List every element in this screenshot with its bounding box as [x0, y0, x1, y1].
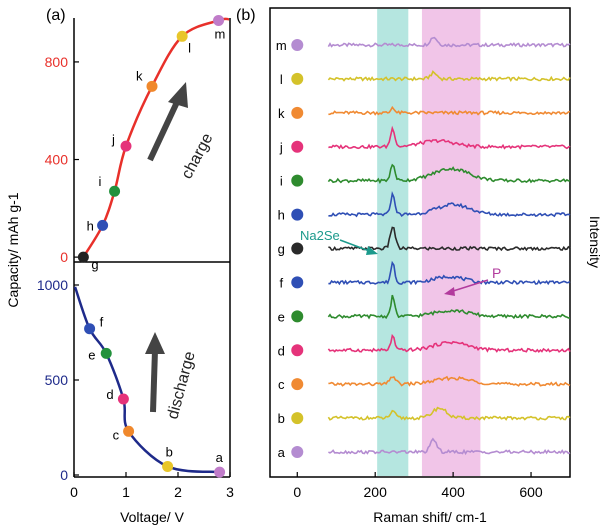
discharge-arrow: [145, 332, 165, 413]
panel-a: (a) Voltage/ V Capacity/ mAh g-1 0 1 2 3 0 4…: [5, 7, 234, 525]
panel-b-xlabel: Raman shift/ cm-1: [373, 509, 487, 525]
panel-b-xtick-label: 600: [519, 484, 543, 500]
spectrum-m: [327, 36, 571, 48]
p-band: [421, 9, 481, 476]
spectrum-c: [328, 375, 571, 387]
state-point-e: [100, 347, 112, 359]
panel-b-ylabel: Intensity: [587, 216, 600, 268]
panel-b: (b) Raman shift/ cm-1 Intensity 0 200 400 6…: [236, 7, 600, 525]
spectrum-label-m: m: [276, 38, 287, 53]
spectrum-j: [328, 125, 571, 150]
p-arrow: [444, 279, 489, 296]
p-annotation: P: [492, 265, 501, 281]
state-point-k: [146, 80, 158, 92]
state-label-l: l: [188, 40, 191, 55]
state-point-d: [117, 393, 129, 405]
na2se-band: [377, 9, 409, 476]
panel-a-ylabel: Capacity/ mAh g-1: [5, 192, 21, 307]
spectrum-e: [327, 294, 571, 320]
panel-b-xtick-label: 0: [293, 484, 301, 500]
spectrum-label-i: i: [280, 174, 283, 189]
spectrum-k: [328, 105, 571, 116]
spectrum-f: [328, 260, 571, 286]
panel-b-label: (b): [236, 7, 256, 24]
state-point-l: [176, 30, 188, 42]
charge-annotation: charge: [179, 131, 217, 182]
state-label-a: a: [216, 450, 224, 465]
state-point-i: [109, 185, 121, 197]
panel-b-xtick-label: 200: [364, 484, 388, 500]
panel-a-xtick-label: 1: [122, 484, 130, 500]
spectrum-marker-e: [291, 310, 304, 323]
state-label-i: i: [99, 174, 102, 189]
panel-b-xtick-label: 400: [441, 484, 465, 500]
panel-a-xtick-label: 0: [70, 484, 78, 500]
spectrum-label-l: l: [280, 72, 283, 87]
spectrum-label-k: k: [278, 106, 285, 121]
spectrum-b: [327, 406, 571, 421]
spectrum-marker-l: [291, 72, 304, 85]
state-point-h: [97, 219, 109, 231]
spectrum-label-f: f: [279, 275, 283, 290]
state-label-d: d: [106, 387, 113, 402]
state-point-f: [84, 323, 96, 335]
charge-arrow: [147, 82, 188, 162]
spectrum-i: [327, 163, 571, 185]
discharge-ytick-label: 500: [45, 372, 69, 388]
spectrum-marker-j: [291, 140, 304, 153]
spectrum-marker-g: [291, 242, 304, 255]
spectrum-h: [328, 190, 571, 218]
state-label-m: m: [215, 26, 226, 41]
state-label-f: f: [100, 315, 104, 330]
spectrum-marker-f: [291, 276, 304, 289]
spectrum-d: [327, 333, 571, 354]
state-label-g: g: [91, 257, 98, 272]
state-point-g: [77, 251, 89, 263]
spectrum-marker-d: [291, 344, 304, 357]
state-point-a: [214, 466, 226, 478]
discharge-annotation: discharge: [164, 350, 198, 422]
panel-a-xtick-label: 3: [226, 484, 234, 500]
na2se-annotation: Na2Se: [300, 228, 340, 243]
state-point-b: [162, 460, 174, 472]
spectrum-marker-c: [291, 378, 304, 391]
spectrum-label-g: g: [278, 242, 285, 257]
state-point-m: [213, 14, 225, 26]
state-label-h: h: [87, 218, 94, 233]
na2se-arrow: [339, 239, 378, 255]
panel-a-xtick-label: 2: [174, 484, 182, 500]
panel-a-xlabel: Voltage/ V: [120, 509, 184, 525]
state-label-e: e: [88, 347, 95, 362]
spectrum-a: [328, 437, 571, 456]
spectrum-label-c: c: [278, 377, 285, 392]
spectrum-label-e: e: [278, 309, 285, 324]
spectrum-marker-m: [291, 39, 304, 51]
spectrum-label-b: b: [278, 411, 285, 426]
discharge-ytick-label: 1000: [37, 277, 68, 293]
state-point-c: [123, 425, 135, 437]
spectrum-marker-b: [291, 412, 304, 425]
state-label-b: b: [166, 444, 173, 459]
state-label-j: j: [111, 132, 115, 147]
spectrum-marker-h: [291, 208, 304, 221]
spectrum-marker-i: [291, 174, 304, 187]
spectrum-l: [327, 70, 571, 82]
charge-ytick-label: 800: [45, 54, 69, 70]
state-label-c: c: [113, 427, 120, 442]
discharge-curve: [73, 286, 220, 474]
spectrum-label-j: j: [279, 140, 283, 155]
spectrum-label-a: a: [278, 445, 286, 460]
discharge-ytick-label: 0: [60, 467, 68, 483]
state-point-j: [120, 140, 132, 152]
spectrum-label-d: d: [278, 343, 285, 358]
state-label-k: k: [136, 68, 143, 83]
panel-b-frame: [269, 7, 571, 478]
panel-a-label: (a): [46, 7, 66, 24]
charge-ytick-label: 400: [45, 152, 69, 168]
spectrum-marker-k: [291, 106, 304, 119]
charge-ytick-label: 0: [60, 249, 68, 265]
spectrum-marker-a: [291, 446, 304, 458]
spectrum-label-h: h: [278, 208, 285, 223]
